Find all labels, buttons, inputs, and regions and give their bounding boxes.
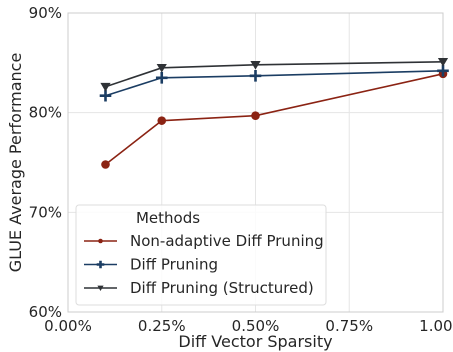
plot-frame: [67, 12, 444, 313]
x-tick-label: 0.50%: [232, 317, 280, 335]
y-tick-label: 80%: [29, 104, 62, 122]
x-tick-label: 1.00%: [419, 317, 453, 335]
x-axis-label: Diff Vector Sparsity: [178, 332, 332, 351]
y-tick-label: 90%: [29, 4, 62, 22]
series-2: [99, 65, 449, 102]
series-3: [100, 58, 449, 92]
data-point: [97, 285, 104, 291]
x-tick-label: 0.25%: [138, 317, 186, 335]
legend-box: [75, 204, 327, 306]
legend-item: Non-adaptive Diff Pruning: [84, 232, 324, 250]
data-point: [251, 111, 260, 120]
data-point: [155, 71, 168, 84]
series-1: [101, 69, 448, 169]
y-tick-label: 70%: [29, 203, 62, 221]
data-point: [157, 116, 167, 125]
series-line: [105, 73, 444, 166]
data-point: [101, 160, 110, 169]
legend-label: Diff Pruning (Structured): [130, 279, 314, 297]
data-point: [437, 65, 449, 77]
data-point: [156, 63, 167, 73]
y-axis-label: GLUE Average Performance: [6, 53, 25, 273]
legend-item: Diff Pruning: [84, 256, 218, 274]
x-tick-label: 0.75%: [325, 317, 373, 335]
legend-title: Methods: [136, 209, 200, 227]
data-point: [98, 238, 103, 244]
series-line: [105, 70, 444, 97]
data-point: [96, 260, 105, 269]
series-line: [105, 61, 444, 88]
series-layer: [99, 58, 449, 169]
x-tick-label: 0.00%: [44, 317, 92, 335]
legend: Methods Non-adaptive Diff Pruning Diff Pr…: [75, 204, 327, 306]
legend-items: Non-adaptive Diff Pruning Diff Pruning Dif…: [84, 232, 324, 297]
data-point: [437, 58, 449, 67]
data-point: [250, 61, 261, 70]
y-tick-label: 60%: [29, 303, 62, 321]
axis-ticks: 0.00% 0.25% 0.50% 0.75% 1.00% 60% 70% 80% 90%: [29, 4, 453, 335]
data-point: [249, 69, 262, 82]
legend-item: Diff Pruning (Structured): [84, 279, 314, 297]
data-point: [100, 82, 111, 92]
legend-label: Diff Pruning: [130, 256, 218, 274]
legend-label: Non-adaptive Diff Pruning: [130, 232, 324, 250]
data-point: [99, 89, 112, 102]
